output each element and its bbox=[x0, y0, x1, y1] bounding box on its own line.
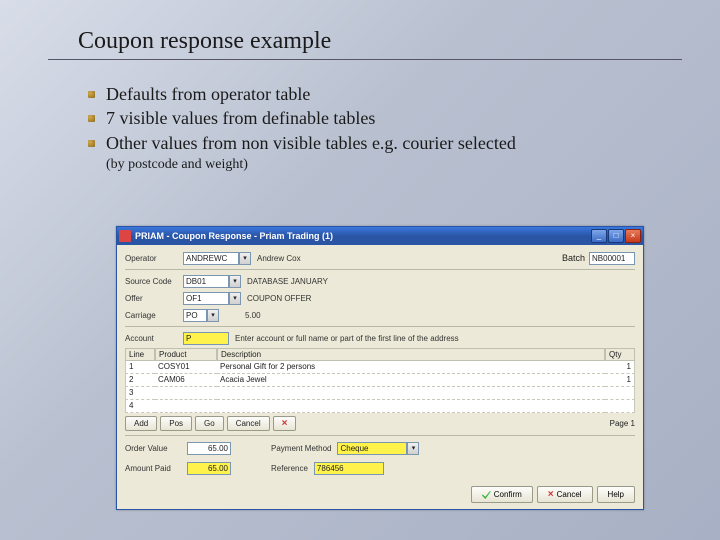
account-label: Account bbox=[125, 334, 183, 343]
account-hint: Enter account or full name or part of th… bbox=[235, 334, 459, 343]
x-icon: × bbox=[548, 490, 554, 499]
carriage-label: Carriage bbox=[125, 311, 183, 320]
delete-line-button[interactable]: × bbox=[273, 416, 297, 431]
carriage-field[interactable]: PO bbox=[183, 309, 207, 322]
payment-method-field[interactable]: Cheque bbox=[337, 442, 407, 455]
offer-desc: COUPON OFFER bbox=[247, 294, 311, 303]
account-field[interactable]: P bbox=[183, 332, 229, 345]
cancel-button[interactable]: ×Cancel bbox=[537, 486, 593, 503]
offer-label: Offer bbox=[125, 294, 183, 303]
carriage-amount: 5.00 bbox=[245, 311, 261, 320]
amount-paid-label: Amount Paid bbox=[125, 464, 187, 473]
order-value-label: Order Value bbox=[125, 444, 187, 453]
offer-dropdown-icon[interactable]: ▾ bbox=[229, 292, 241, 305]
table-row[interactable]: 2 CAM06 Acacia Jewel 1 bbox=[125, 374, 635, 387]
x-icon: × bbox=[282, 419, 288, 428]
carriage-dropdown-icon[interactable]: ▾ bbox=[207, 309, 219, 322]
batch-label: Batch bbox=[562, 253, 585, 263]
operator-desc: Andrew Cox bbox=[257, 254, 301, 263]
source-dropdown-icon[interactable]: ▾ bbox=[229, 275, 241, 288]
window-titlebar[interactable]: PRIAM - Coupon Response - Priam Trading … bbox=[117, 227, 643, 245]
table-row[interactable]: 4 bbox=[125, 400, 635, 413]
payment-dropdown-icon[interactable]: ▾ bbox=[407, 442, 419, 455]
table-row[interactable]: 3 bbox=[125, 387, 635, 400]
source-field[interactable]: DB01 bbox=[183, 275, 229, 288]
minimize-button[interactable]: _ bbox=[591, 229, 607, 243]
check-icon bbox=[482, 490, 491, 499]
window-title: PRIAM - Coupon Response - Priam Trading … bbox=[135, 231, 591, 241]
cell-line: 2 bbox=[125, 374, 155, 387]
source-desc: DATABASE JANUARY bbox=[247, 277, 328, 286]
table-row[interactable]: 1 COSY01 Personal Gift for 2 persons 1 bbox=[125, 361, 635, 374]
confirm-label: Confirm bbox=[494, 490, 522, 499]
cell-line: 3 bbox=[125, 387, 155, 400]
app-icon bbox=[119, 230, 131, 242]
cell-product: CAM06 bbox=[155, 374, 217, 387]
cell-line: 4 bbox=[125, 400, 155, 413]
payment-method-label: Payment Method bbox=[271, 444, 331, 453]
add-button[interactable]: Add bbox=[125, 416, 157, 431]
cancel-label: Cancel bbox=[557, 490, 582, 499]
maximize-button[interactable]: □ bbox=[608, 229, 624, 243]
operator-label: Operator bbox=[125, 254, 183, 263]
order-value-field: 65.00 bbox=[187, 442, 231, 455]
source-label: Source Code bbox=[125, 277, 183, 286]
cell-product: COSY01 bbox=[155, 361, 217, 374]
line-items-grid: Line Product Description Qty 1 COSY01 Pe… bbox=[125, 348, 635, 413]
offer-field[interactable]: OF1 bbox=[183, 292, 229, 305]
cancel-line-button[interactable]: Cancel bbox=[227, 416, 270, 431]
amount-paid-field[interactable]: 65.00 bbox=[187, 462, 231, 475]
col-description[interactable]: Description bbox=[217, 348, 605, 361]
cell-qty: 1 bbox=[605, 374, 635, 387]
col-product[interactable]: Product bbox=[155, 348, 217, 361]
bullet-item: Other values from non visible tables e.g… bbox=[88, 131, 672, 155]
cell-desc bbox=[217, 387, 605, 400]
cell-qty bbox=[605, 387, 635, 400]
slide-title: Coupon response example bbox=[78, 28, 672, 55]
bullet-item: 7 visible values from definable tables bbox=[88, 106, 672, 130]
sub-note: (by postcode and weight) bbox=[106, 157, 672, 173]
close-button[interactable]: × bbox=[625, 229, 641, 243]
bullet-list: Defaults from operator table 7 visible v… bbox=[88, 82, 672, 155]
cell-qty bbox=[605, 400, 635, 413]
col-line[interactable]: Line bbox=[125, 348, 155, 361]
cell-product bbox=[155, 387, 217, 400]
cell-product bbox=[155, 400, 217, 413]
cell-desc: Acacia Jewel bbox=[217, 374, 605, 387]
title-underline bbox=[48, 59, 682, 60]
go-button[interactable]: Go bbox=[195, 416, 224, 431]
col-qty[interactable]: Qty bbox=[605, 348, 635, 361]
help-button[interactable]: Help bbox=[597, 486, 635, 503]
form-area: Operator ANDREWC ▾ Andrew Cox Batch NB00… bbox=[117, 245, 643, 484]
cell-desc: Personal Gift for 2 persons bbox=[217, 361, 605, 374]
cell-line: 1 bbox=[125, 361, 155, 374]
pos-button[interactable]: Pos bbox=[160, 416, 192, 431]
reference-label: Reference bbox=[271, 464, 308, 473]
cell-qty: 1 bbox=[605, 361, 635, 374]
confirm-button[interactable]: Confirm bbox=[471, 486, 533, 503]
cell-desc bbox=[217, 400, 605, 413]
bullet-item: Defaults from operator table bbox=[88, 82, 672, 106]
reference-field[interactable]: 786456 bbox=[314, 462, 384, 475]
page-indicator: Page 1 bbox=[610, 419, 635, 428]
operator-field[interactable]: ANDREWC bbox=[183, 252, 239, 265]
app-window: PRIAM - Coupon Response - Priam Trading … bbox=[116, 226, 644, 510]
batch-field[interactable]: NB00001 bbox=[589, 252, 635, 265]
operator-dropdown-icon[interactable]: ▾ bbox=[239, 252, 251, 265]
